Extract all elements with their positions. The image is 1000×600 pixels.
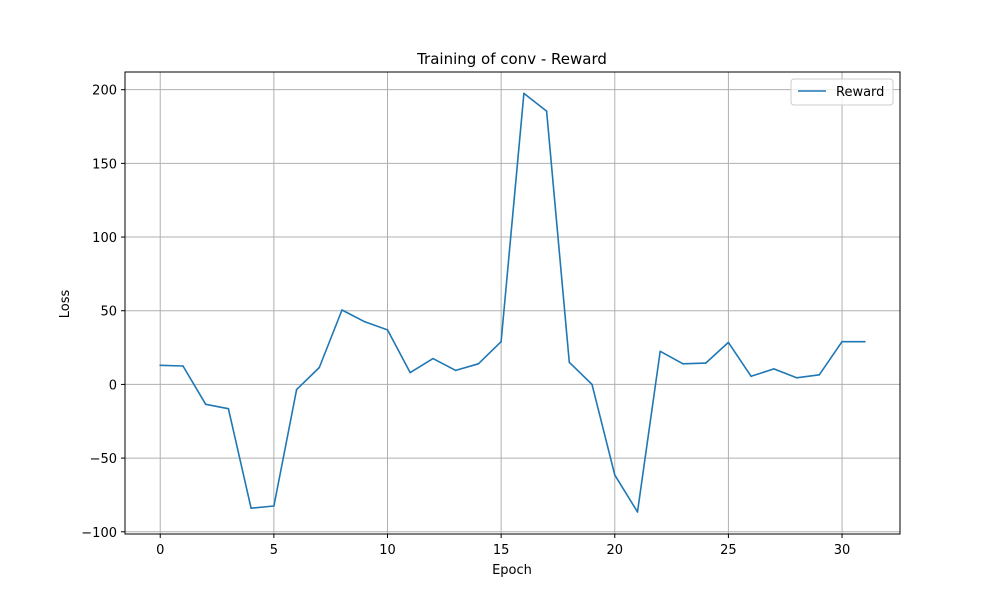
legend-box [790, 78, 894, 106]
data-point-reward [613, 474, 616, 476]
y-tick-label: −50 [90, 452, 117, 467]
data-point-reward [432, 357, 434, 360]
data-point-reward [273, 505, 275, 507]
data-point-reward [363, 320, 366, 323]
plot-frame [124, 71, 901, 535]
data-point-reward [750, 375, 752, 378]
data-point-reward [386, 329, 389, 331]
data-point-reward [545, 110, 548, 112]
data-point-reward [295, 388, 298, 391]
data-point-reward [500, 340, 502, 343]
x-tick-label: 10 [379, 543, 396, 558]
x-tick-label: 30 [834, 543, 851, 558]
data-point-reward [318, 366, 321, 369]
y-tick-label: 100 [92, 231, 117, 246]
data-point-reward [568, 361, 571, 364]
data-point-reward [159, 364, 162, 367]
data-point-reward [818, 374, 821, 376]
data-point-reward [636, 511, 639, 513]
y-tick-label: −100 [81, 526, 117, 541]
y-tick-label: 200 [92, 84, 117, 99]
x-tick-label: 0 [156, 543, 164, 558]
x-tick-label: 15 [493, 543, 510, 558]
legend: Reward [790, 78, 894, 106]
data-point-reward [841, 340, 843, 343]
x-tick-label: 5 [270, 543, 278, 558]
data-point-reward [454, 369, 457, 372]
legend-label-reward: Reward [836, 85, 884, 100]
data-point-reward [250, 507, 252, 510]
data-point-reward [795, 376, 798, 379]
series-line-reward [159, 92, 866, 513]
data-point-reward [341, 309, 343, 311]
x-axis-label: Epoch [492, 563, 532, 578]
data-point-reward [591, 383, 593, 386]
data-point-reward [682, 362, 684, 365]
x-tick-label: 25 [720, 543, 737, 558]
x-axis: 0 5 10 15 20 25 30 [156, 534, 850, 558]
y-axis: −100 −50 0 50 100 150 200 [81, 84, 125, 541]
data-point-reward [204, 403, 207, 406]
data-point-reward [227, 407, 230, 410]
y-tick-label: 150 [92, 157, 117, 172]
series-layer [159, 92, 866, 513]
y-axis-label: Loss [58, 290, 73, 319]
data-point-reward [773, 368, 775, 370]
y-tick-label: 0 [109, 378, 117, 393]
data-point-reward [182, 365, 184, 367]
grid [125, 72, 900, 534]
x-tick-label: 20 [606, 543, 623, 558]
data-point-reward [704, 362, 707, 364]
data-point-reward [727, 341, 730, 344]
data-point-reward [659, 350, 662, 353]
y-tick-label: 50 [100, 305, 117, 320]
data-point-reward [523, 92, 525, 95]
data-point-reward [409, 371, 412, 374]
data-point-reward [863, 340, 866, 343]
chart-title: Training of conv - Reward [416, 50, 607, 68]
data-point-reward [477, 362, 480, 365]
